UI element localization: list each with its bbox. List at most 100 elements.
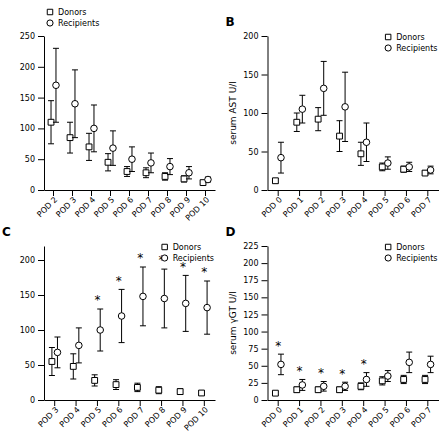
panel: 050100150200250POD 2POD 3POD 4POD 5POD 6…: [20, 8, 216, 223]
x-tick-label: POD 4: [58, 405, 82, 429]
x-tick-line: [182, 400, 183, 406]
x-tick: POD 1: [281, 190, 305, 219]
marker: [342, 104, 349, 111]
error-cap: [143, 167, 149, 168]
series: [53, 48, 212, 182]
y-tick-line: [38, 98, 44, 99]
error-cap: [86, 160, 92, 161]
y-tick: 200: [243, 259, 267, 268]
error-cap: [379, 170, 385, 171]
legend: DonorsRecipients: [385, 243, 437, 263]
significance-star: *: [116, 274, 122, 288]
error-cap: [337, 151, 343, 152]
y-axis: 050100150200250: [20, 32, 45, 195]
error-cap: [167, 158, 173, 159]
errorbar-point: [113, 380, 119, 390]
marker: [199, 390, 205, 396]
y-tick-label: 0: [253, 396, 258, 405]
marker: [70, 363, 76, 369]
y-tick-label: 75: [248, 345, 258, 354]
error-cap: [86, 133, 92, 134]
significance-star: *: [137, 251, 143, 265]
x-tick-line: [299, 190, 300, 196]
y-tick: 100: [20, 124, 44, 133]
x-tick-line: [205, 190, 206, 196]
errorbar-point: [278, 142, 285, 173]
marker: [204, 304, 211, 311]
legend-item: Recipients: [385, 44, 437, 53]
x-tick-label: POD 3: [324, 195, 348, 219]
errorbar-point: [299, 95, 306, 123]
x-tick-label: POD 5: [79, 405, 103, 429]
error-cap: [186, 178, 192, 179]
error-cap: [110, 165, 116, 166]
y-tick: 150: [20, 94, 44, 103]
y-tick-label: 50: [248, 362, 258, 371]
marker: [358, 383, 364, 389]
error-cap: [337, 120, 343, 121]
marker: [272, 390, 278, 396]
legend-item: Recipients: [162, 254, 214, 263]
errorbar-point: [76, 328, 83, 363]
significance-star: *: [201, 265, 207, 279]
marker: [134, 384, 140, 390]
error-cap: [428, 372, 434, 373]
error-cap: [148, 153, 154, 154]
error-cap: [358, 165, 364, 166]
legend-item: Recipients: [47, 19, 99, 28]
error-cap: [363, 123, 369, 124]
error-cap: [363, 386, 369, 387]
legend-label: Donors: [58, 8, 86, 17]
error-cap: [105, 170, 111, 171]
errorbar-point: [337, 121, 343, 152]
error-cap: [48, 100, 54, 101]
error-cap: [91, 151, 97, 152]
error-cap: [183, 275, 189, 276]
legend-symbol: [47, 20, 53, 26]
y-tick: 100: [20, 326, 44, 335]
y-tick-line: [38, 159, 44, 160]
legend: Donors Recipients: [162, 243, 214, 263]
x-tick-line: [385, 400, 386, 406]
legend-item: Donors: [162, 243, 201, 252]
errorbar-point: [177, 389, 183, 395]
x-tick-line: [427, 400, 428, 406]
x-tick-label: POD 0: [260, 405, 284, 429]
error-cap: [183, 331, 189, 332]
y-tick: 150: [243, 71, 267, 80]
error-cap: [299, 123, 305, 124]
x-tick-line: [167, 190, 168, 196]
error-cap: [97, 351, 103, 352]
x-tick-line: [97, 400, 98, 406]
error-cap: [110, 130, 116, 131]
marker: [76, 342, 83, 349]
x-axis: POD 0POD 1POD 2POD 3POD 4POD 5POD 6POD 7: [260, 190, 439, 219]
legend-label: Donors: [173, 243, 201, 252]
errorbar-point: [406, 162, 413, 171]
x-tick-line: [129, 190, 130, 196]
marker: [177, 389, 183, 395]
y-tick: 200: [243, 32, 267, 41]
y-tick-line: [262, 366, 268, 367]
x-tick-line: [385, 190, 386, 196]
y-tick-line: [38, 400, 44, 401]
error-cap: [406, 171, 412, 172]
x-tick-label: POD 8: [143, 405, 167, 429]
y-tick: 0: [253, 186, 267, 195]
x-axis: POD 2POD 3POD 4POD 5POD 6POD 7POD 8POD 9…: [35, 190, 215, 223]
error-cap: [204, 334, 210, 335]
marker: [118, 313, 125, 320]
axis-domain: [268, 37, 269, 191]
errorbar-point: [92, 375, 98, 386]
y-tick-line: [262, 383, 268, 384]
legend-label: Recipients: [58, 19, 99, 28]
axis-domain: [268, 400, 439, 401]
x-axis: POD 3POD 4POD 5POD 6POD 7POD 8POD 9POD 1…: [36, 400, 215, 433]
y-axis-title: serum AST U/l: [228, 81, 238, 145]
y-tick: 0: [30, 186, 44, 195]
y-tick-line: [262, 152, 268, 153]
x-tick-line: [427, 190, 428, 196]
marker: [148, 160, 155, 167]
y-tick-line: [262, 400, 268, 401]
y-tick-line: [38, 190, 44, 191]
